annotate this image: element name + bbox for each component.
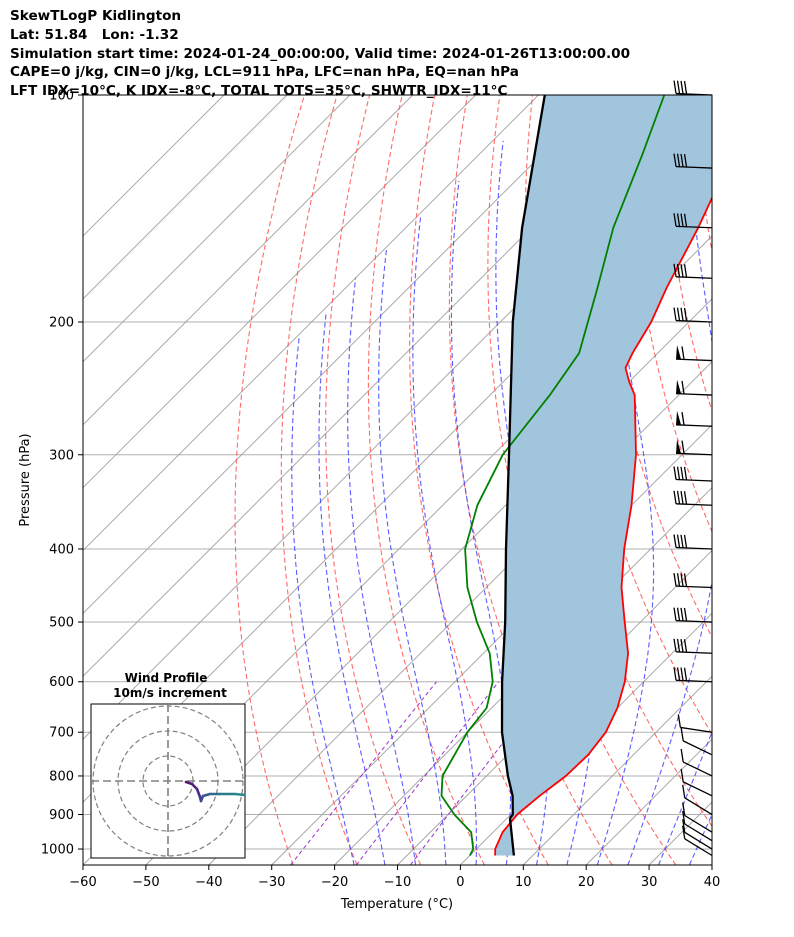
wind-barb <box>682 810 713 842</box>
wind-barb <box>680 727 713 756</box>
inset-subtitle: 10m/s increment <box>113 686 227 700</box>
dry-adiabat <box>234 95 306 865</box>
moist-adiabat <box>627 110 712 865</box>
mixing-ratio-line <box>290 681 437 865</box>
y-tick-label: 800 <box>49 769 74 784</box>
wind-barb <box>673 213 713 229</box>
wind-barb <box>682 819 713 850</box>
dry-adiabat <box>367 95 485 865</box>
x-tick-label: −10 <box>384 875 411 890</box>
x-tick-label: 40 <box>704 875 721 890</box>
mixing-ratio-line <box>409 681 550 865</box>
moist-adiabat <box>412 216 477 865</box>
wind-barb <box>677 714 713 733</box>
dewpoint-line <box>440 95 666 856</box>
header-title: SkewTLogP Kidlington <box>10 8 182 24</box>
x-tick-label: 0 <box>456 875 464 890</box>
x-tick-label: −50 <box>132 875 159 890</box>
header-location: Lat: 51.84 Lon: -1.32 <box>10 26 179 43</box>
x-tick-label: 10 <box>515 875 532 890</box>
moist-adiabat <box>596 110 655 865</box>
isotherm <box>83 95 476 489</box>
isotherm <box>775 95 794 865</box>
moist-adiabat <box>347 278 417 865</box>
isotherm <box>83 95 414 426</box>
wind-barb <box>673 80 713 96</box>
isotherm <box>83 95 225 237</box>
isotherm <box>83 95 539 552</box>
isotherm <box>271 424 712 865</box>
isotherm <box>711 864 712 865</box>
wind-barb <box>673 153 713 169</box>
y-axis-label: Pressure (hPa) <box>18 433 33 526</box>
wind-barb <box>676 345 713 362</box>
inset-title: Wind Profile <box>125 671 208 685</box>
wind-barb <box>680 748 713 777</box>
wind-barb <box>682 784 713 816</box>
wind-barb <box>673 667 713 683</box>
cape-cin-shading <box>495 95 712 856</box>
wind-barb <box>673 638 713 654</box>
wind-barb <box>682 825 713 857</box>
wind-barb <box>673 572 713 589</box>
mixing-ratio-line <box>355 681 499 865</box>
isotherm <box>83 95 602 615</box>
isotherm <box>334 486 712 865</box>
parcel-profile-line <box>500 95 546 856</box>
y-tick-label: 200 <box>49 315 74 330</box>
x-tick-label: −20 <box>321 875 348 890</box>
isotherm <box>522 675 712 865</box>
header-indices-1: CAPE=0 j/kg, CIN=0 j/kg, LCL=911 hPa, LF… <box>10 64 519 81</box>
x-tick-label: 20 <box>578 875 595 890</box>
x-tick-label: −30 <box>258 875 285 890</box>
wind-barb <box>673 307 713 323</box>
isotherm <box>83 95 351 363</box>
x-tick-label: 30 <box>641 875 658 890</box>
dry-adiabat <box>280 95 358 865</box>
dry-adiabat <box>694 95 712 255</box>
wind-barb <box>676 410 713 427</box>
dry-adiabat <box>325 95 422 865</box>
dry-adiabat <box>761 95 794 865</box>
wind-barb <box>676 439 713 456</box>
y-tick-label: 400 <box>49 542 74 557</box>
moist-adiabat <box>318 313 386 865</box>
moist-adiabat <box>450 180 512 865</box>
moist-adiabat <box>720 111 794 865</box>
wind-barb <box>673 534 713 550</box>
hodograph-segment <box>233 792 245 797</box>
temperature-line <box>494 195 712 856</box>
y-tick-label: 900 <box>49 808 74 823</box>
wind-barb <box>682 802 713 833</box>
hodograph-segment <box>195 787 202 799</box>
y-tick-label: 500 <box>49 616 74 631</box>
moist-adiabat <box>657 730 712 865</box>
y-tick-label: 100 <box>49 89 74 104</box>
y-tick-label: 600 <box>49 675 74 690</box>
y-tick-label: 1000 <box>41 843 74 858</box>
dry-adiabat <box>728 95 794 865</box>
wind-barb <box>673 607 713 623</box>
moist-adiabat <box>291 337 355 865</box>
x-tick-label: −60 <box>69 875 96 890</box>
wind-barb <box>680 768 713 797</box>
header-times: Simulation start time: 2024-01-24_00:00:… <box>10 45 631 62</box>
isotherm <box>83 95 288 300</box>
x-axis-label: Temperature (°C) <box>340 897 453 912</box>
wind-barb <box>673 490 713 506</box>
wind-barb <box>673 263 713 279</box>
x-tick-label: −40 <box>195 875 222 890</box>
wind-barb <box>673 466 713 482</box>
wind-barb <box>676 379 713 396</box>
dry-adiabat <box>409 95 549 865</box>
dry-adiabat <box>487 95 677 865</box>
y-tick-label: 700 <box>49 726 74 741</box>
y-tick-label: 300 <box>49 448 74 463</box>
moist-adiabat <box>378 248 447 865</box>
